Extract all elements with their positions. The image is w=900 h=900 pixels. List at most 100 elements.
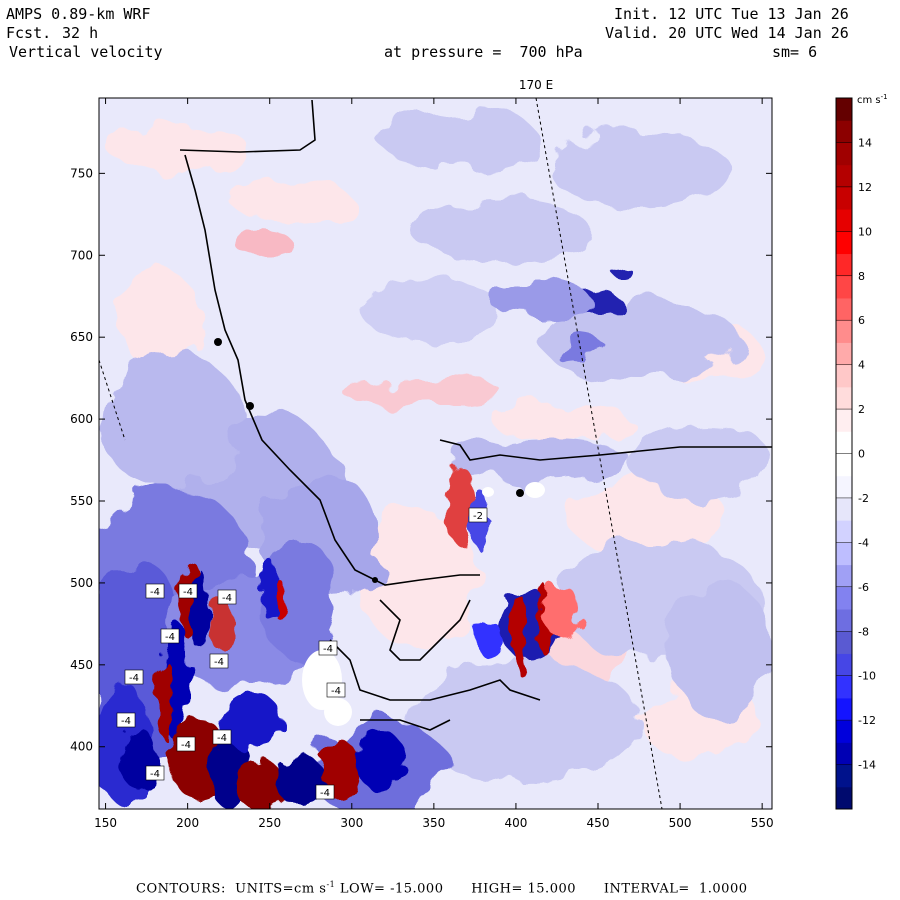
contour-label: -4 (214, 657, 224, 668)
colorbar-tick-label: 10 (858, 225, 872, 238)
x-tick-label: 150 (94, 816, 117, 830)
forecast-hours: 32 h (62, 24, 99, 42)
interval-label: INTERVAL= (603, 881, 690, 897)
contour-label: -4 (331, 686, 341, 697)
contour-label: -4 (320, 788, 330, 799)
plot-frame (98, 97, 773, 810)
colorbar-swatch (836, 609, 852, 632)
init-time: Init. 12 UTC Tue 13 Jan 26 (614, 5, 849, 23)
contour-label-box (116, 712, 136, 728)
meridian-west (99, 359, 126, 441)
colorbar-tick-label: 14 (858, 136, 872, 149)
contour-label-box (145, 583, 165, 599)
valid-time: Valid. 20 UTC Wed 14 Jan 26 (605, 24, 849, 42)
y-tick-label: 400 (70, 740, 93, 754)
contour-label-box (209, 653, 229, 669)
contour-label: -2 (473, 511, 483, 522)
velocity-field: -4 -4 -4 -4 -4 -4 -4 -4 -4 -4 -4 -4 -4 -2 (99, 98, 772, 809)
contour-label-box (176, 736, 196, 752)
model-title: AMPS 0.89-km WRF (6, 5, 151, 23)
colorbar-swatch (836, 409, 852, 432)
chart-canvas: -4-4-4-4-4-4-4-4-4-4-4-4-4-2 170 E 150 20… (70, 78, 888, 830)
high-label: HIGH= (471, 881, 523, 897)
colorbar-swatch (836, 653, 852, 677)
meridian-label: 170 E (519, 78, 553, 92)
x-tick-label: 400 (504, 816, 527, 830)
contour-label: -4 (121, 716, 131, 727)
colorbar-swatch (836, 586, 852, 610)
colorbar-swatch (836, 631, 852, 654)
colorbar-tick-label: -6 (858, 581, 869, 594)
low-label: LOW= (339, 881, 386, 897)
colorbar-tick-label: -4 (858, 536, 869, 549)
contour-label: -4 (222, 593, 232, 604)
interval-value: 1.0000 (699, 881, 748, 897)
colorbar-tick-label: -2 (858, 492, 869, 505)
x-tick-label: 200 (176, 816, 199, 830)
colorbar-tick-label: 12 (858, 181, 872, 194)
units-label: UNITS=cm s (235, 881, 327, 897)
colorbar-swatch (836, 720, 852, 743)
colorbar-swatch (836, 253, 852, 277)
x-tick-label: 300 (340, 816, 363, 830)
x-tick-label: 350 (422, 816, 445, 830)
contours-label: CONTOURS: (136, 881, 226, 897)
contour-label: -4 (129, 673, 139, 684)
colorbar-swatch (836, 453, 852, 477)
colorbar-tick-label: 6 (858, 314, 865, 327)
coastlines (179, 99, 772, 731)
low-value: -15.000 (390, 881, 444, 897)
colorbar-swatch (836, 275, 852, 299)
contour-label: -4 (217, 733, 227, 744)
contour-label-box (212, 729, 232, 745)
forecast-label: Fcst. (6, 24, 52, 42)
colorbar-tick-label: -12 (858, 714, 876, 727)
colorbar-tick-label: -10 (858, 670, 876, 683)
contour-label: -4 (183, 587, 193, 598)
y-tick-label: 450 (70, 658, 93, 672)
colorbar-swatch (836, 764, 852, 788)
y-tick-label: 650 (70, 330, 93, 344)
contour-label-box (318, 640, 338, 656)
colorbar-tick-label: -8 (858, 625, 869, 638)
colorbar-swatch (836, 297, 852, 321)
colorbar-swatch (836, 164, 852, 188)
colorbar-swatch (836, 364, 852, 388)
x-axis: 150 200 250 300 350 400 450 500 550 (94, 98, 774, 830)
colorbar-swatch (836, 186, 852, 210)
colorbar-swatch (836, 786, 852, 810)
colorbar-swatch (836, 742, 852, 766)
contour-label-box (468, 507, 488, 523)
colorbar-swatch (836, 142, 852, 166)
y-tick-label: 700 (70, 248, 93, 262)
contour-label-box (145, 765, 165, 781)
contour-label: -4 (150, 587, 160, 598)
colorbar-swatch (836, 520, 852, 543)
y-tick-label: 550 (70, 494, 93, 508)
smoothing-value: sm= 6 (772, 43, 818, 61)
contour-info: CONTOURS: UNITS=cm s-1 LOW= -15.000 HIGH… (136, 880, 748, 896)
field-patches (99, 110, 770, 809)
y-axis: 400 450 500 550 600 650 700 750 (70, 166, 772, 754)
meridian-170E (535, 98, 663, 809)
colorbar-swatch (836, 542, 852, 566)
colorbar: 14 12 10 8 6 4 2 0 -2 -4 -6 -8 -10 -12 -14 (835, 97, 876, 810)
colorbar-swatch (836, 120, 852, 143)
x-tick-label: 550 (751, 816, 774, 830)
contour-labels: -4 -4 -4 -4 -4 -4 -4 -4 -4 -4 -4 -4 -4 -2 (116, 507, 488, 800)
colorbar-swatch (836, 209, 852, 232)
colorbar-tick-label: 8 (858, 270, 865, 283)
x-tick-label: 250 (258, 816, 281, 830)
colorbar-swatch (836, 431, 852, 454)
contour-label-box (178, 583, 198, 599)
colorbar-swatch (836, 231, 852, 255)
contour-label: -4 (150, 769, 160, 780)
x-tick-label: 500 (669, 816, 692, 830)
contour-label: -4 (323, 644, 333, 655)
colorbar-swatch (836, 342, 852, 366)
colorbar-tick-label: 2 (858, 403, 865, 416)
colorbar-tick-label: 4 (858, 359, 865, 372)
colorbar-swatch (836, 564, 852, 588)
colorbar-units: cm s-1 (857, 93, 888, 106)
colorbar-swatch (836, 475, 852, 499)
